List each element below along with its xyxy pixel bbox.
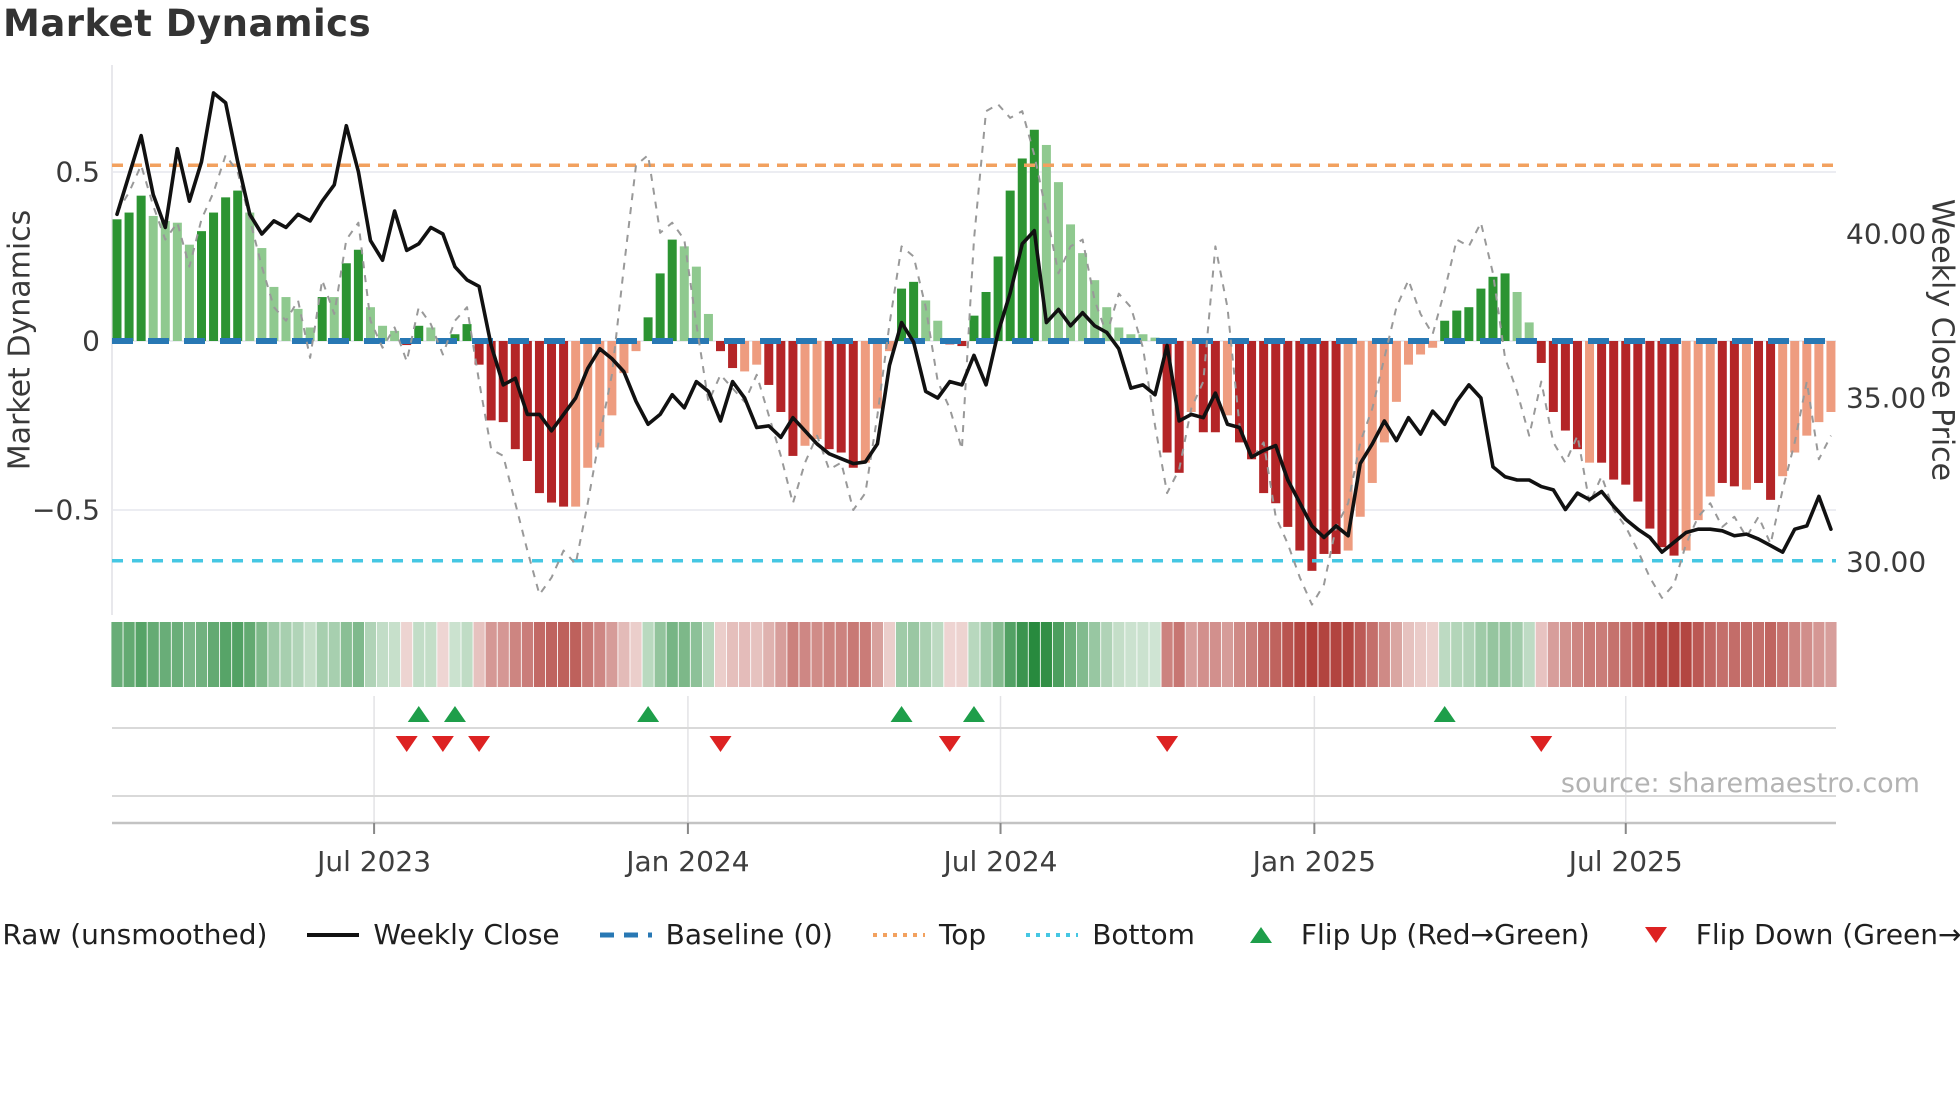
legend-solid-icon — [307, 932, 360, 937]
legend-tri-down-icon — [1644, 926, 1667, 943]
chart-legend: Raw (unsmoothed) Weekly Close Baseline (0)… — [0, 918, 1960, 951]
legend-label: Baseline (0) — [665, 918, 833, 951]
legend-label: Flip Up (Red→Green) — [1300, 918, 1590, 951]
flip-down-markers — [395, 736, 1553, 752]
y-right-tick-label: 40.00 — [1846, 217, 1927, 251]
x-tick-label: Jul 2025 — [1568, 845, 1683, 878]
legend-label: Bottom — [1092, 918, 1195, 951]
close-line — [115, 91, 1833, 554]
y-axis-title-right: Weekly Close Price — [1924, 198, 1960, 482]
y-left-tick-label: 0 — [82, 324, 100, 358]
legend-label: Raw (unsmoothed) — [2, 918, 268, 951]
y-left-tick-label: −0.5 — [32, 493, 100, 527]
legend-dot-icon — [1026, 932, 1079, 937]
legend-item: Weekly Close — [305, 918, 560, 951]
y-left-tick-label: 0.5 — [55, 155, 100, 189]
flip-up-icon — [407, 706, 430, 722]
flip-up-icon — [890, 706, 913, 722]
flip-up-icon — [443, 706, 466, 722]
threshold-lines — [112, 163, 1836, 563]
flip-up-icon — [637, 706, 660, 722]
source-note: source: sharemaestro.com — [1560, 768, 1920, 799]
y-right-tick-label: 30.00 — [1846, 545, 1927, 579]
flip-down-icon — [709, 736, 732, 752]
legend-item: Baseline (0) — [598, 918, 833, 951]
flip-down-icon — [1156, 736, 1179, 752]
flip-down-icon — [1530, 736, 1553, 752]
flip-up-icon — [1433, 706, 1456, 722]
legend-label: Top — [938, 918, 987, 951]
legend-item: Flip Up (Red→Green) — [1233, 918, 1590, 951]
page-title: Market Dynamics — [3, 2, 372, 45]
legend-dot-icon — [872, 932, 925, 937]
y-right-tick-label: 35.00 — [1846, 381, 1927, 415]
legend-item: Top — [871, 918, 986, 951]
flip-up-icon — [962, 706, 985, 722]
flip-down-icon — [938, 736, 961, 752]
legend-label: Flip Down (Green→Red) — [1695, 918, 1960, 951]
legend-item: Flip Down (Green→Red) — [1628, 918, 1960, 951]
legend-item: Raw (unsmoothed) — [0, 918, 267, 951]
x-tick-label: Jul 2024 — [943, 845, 1058, 878]
x-tick-label: Jan 2024 — [626, 845, 750, 878]
x-tick-label: Jan 2025 — [1252, 845, 1377, 878]
legend-tri-up-icon — [1249, 926, 1272, 943]
legend-item: Bottom — [1024, 918, 1195, 951]
flip-down-icon — [395, 736, 418, 752]
x-axis — [112, 821, 1836, 834]
legend-longdash-icon — [599, 932, 652, 937]
marker-panel — [112, 696, 1836, 823]
x-tick-label: Jul 2023 — [317, 845, 432, 878]
legend-label: Weekly Close — [373, 918, 560, 951]
heatmap-strip — [111, 622, 1837, 687]
flip-down-icon — [468, 736, 491, 752]
oscillator-bars — [112, 129, 1836, 571]
flip-down-icon — [431, 736, 454, 752]
flip-up-markers — [407, 706, 1456, 722]
